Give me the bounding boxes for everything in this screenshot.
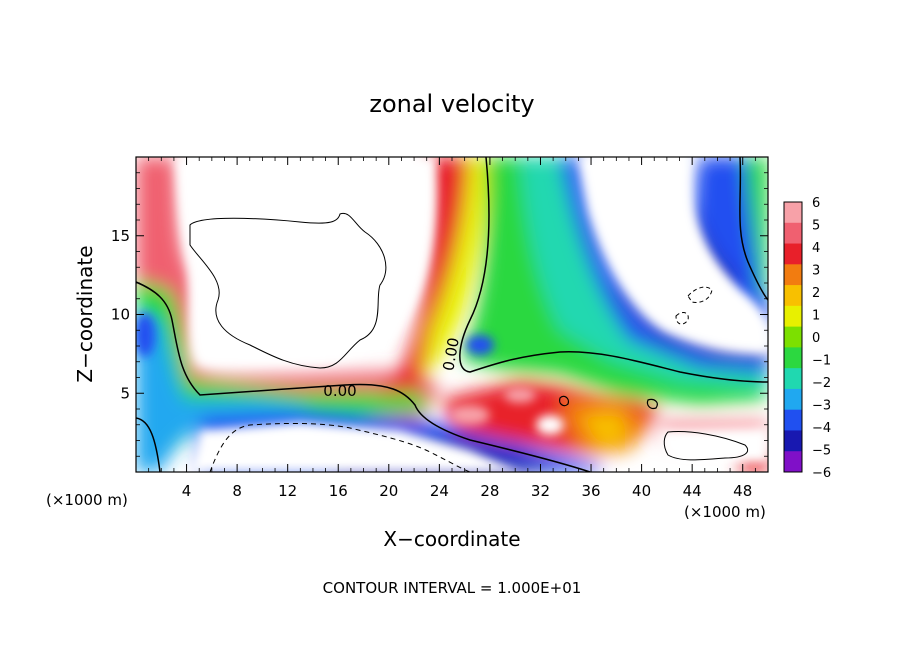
x-tick-label: 4 [182, 482, 192, 500]
colorbar-swatch [784, 305, 802, 328]
contour-dashed-right-1 [687, 286, 713, 303]
contour-label-vertical: 0.00 [439, 336, 463, 372]
velocity-field [136, 157, 768, 472]
y-axis-ticks: 5 10 15 [111, 172, 768, 457]
core-white-center [536, 415, 564, 435]
colorbar-swatch [784, 202, 802, 224]
chart-title: zonal velocity [369, 90, 534, 118]
colorbar-label: −3 [812, 399, 831, 414]
colorbar-label: −1 [812, 354, 831, 369]
contour-zero-right [739, 157, 768, 301]
colorbar-swatch [784, 388, 802, 411]
x-tick-label: 48 [733, 482, 752, 500]
white-region-upper-right [580, 157, 768, 352]
contour-small-loop-1 [559, 395, 569, 407]
colorbar-label: 4 [812, 241, 820, 256]
colorbar-swatch [784, 409, 802, 431]
band-center-cyan [520, 157, 768, 388]
white-region-lower-right [660, 428, 768, 465]
colorbar: 6 5 4 3 2 1 0 −1 −2 −3 −4 −5 −6 [783, 196, 831, 481]
colorbar-label: 5 [812, 219, 820, 234]
colorbar-label: −2 [812, 376, 831, 391]
contour-interval-note: CONTOUR INTERVAL = 1.000E+01 [323, 579, 582, 597]
x-unit-left: (×1000 m) [46, 491, 128, 509]
band-left-cyan [136, 310, 320, 472]
colorbar-swatch [784, 430, 802, 452]
contour-dashed-lower [209, 422, 471, 472]
colorbar-frame [783, 201, 803, 473]
contour-lines [136, 157, 768, 472]
white-region-lower-left [190, 422, 520, 472]
x-tick-label: 36 [581, 482, 600, 500]
contour-label-horizontal: 0.00 [323, 382, 356, 400]
y-tick-label: 15 [111, 227, 130, 245]
white-region-upper-left [176, 157, 437, 365]
contour-labels: 0.00 0.00 [323, 336, 463, 400]
contour-small-loop-2 [646, 398, 658, 410]
core-blue-left [136, 313, 155, 357]
contour-zero-center [459, 157, 768, 383]
colorbar-label: −6 [812, 466, 831, 481]
core-blue [466, 335, 494, 355]
colorbar-label: 0 [812, 331, 820, 346]
contour-positive-upper [189, 212, 387, 369]
y-tick-label: 10 [111, 306, 130, 324]
band-lowright-yellow [580, 412, 630, 448]
x-tick-label: 28 [480, 482, 499, 500]
y-tick-label: 5 [120, 384, 130, 402]
y-axis-label: Z−coordinate [73, 245, 97, 382]
x-axis-ticks: 4 8 12 16 20 24 28 32 36 40 44 48 [148, 157, 756, 500]
colorbar-label: 3 [812, 264, 820, 279]
colorbar-swatch [784, 368, 802, 390]
band-plume-yellow [420, 157, 488, 380]
field-cores [136, 313, 564, 435]
core-pink-2 [504, 387, 536, 403]
band-center-blue [560, 157, 768, 374]
x-tick-label: 44 [683, 482, 702, 500]
x-tick-label: 20 [379, 482, 398, 500]
colorbar-label: −4 [812, 421, 831, 436]
x-tick-label: 40 [632, 482, 651, 500]
contour-positive-lower-right [663, 431, 749, 461]
colorbar-label: 1 [812, 309, 820, 324]
band-plume-red [380, 157, 472, 395]
colorbar-swatch [784, 222, 802, 245]
x-tick-label: 16 [329, 482, 348, 500]
colorbar-swatch [784, 243, 802, 265]
colorbar-swatch [784, 451, 802, 473]
colorbar-swatch [784, 347, 802, 369]
x-tick-label: 24 [430, 482, 449, 500]
core-pink [450, 405, 490, 425]
band-right-blue [694, 157, 768, 330]
contour-zero-bottom-left [136, 417, 161, 472]
x-tick-label: 8 [232, 482, 242, 500]
colorbar-swatch [784, 285, 802, 307]
colorbar-label: 6 [812, 196, 820, 211]
colorbar-swatch [784, 264, 802, 286]
x-tick-label: 32 [531, 482, 550, 500]
colorbar-label: 2 [812, 286, 820, 301]
x-axis-label: X−coordinate [383, 527, 520, 551]
colorbar-label: −5 [812, 444, 831, 459]
x-unit-right: (×1000 m) [684, 503, 766, 521]
colorbar-swatch [784, 326, 802, 348]
contour-zero-left [136, 281, 591, 472]
contour-dashed-right-2 [675, 312, 689, 325]
x-tick-label: 12 [278, 482, 297, 500]
